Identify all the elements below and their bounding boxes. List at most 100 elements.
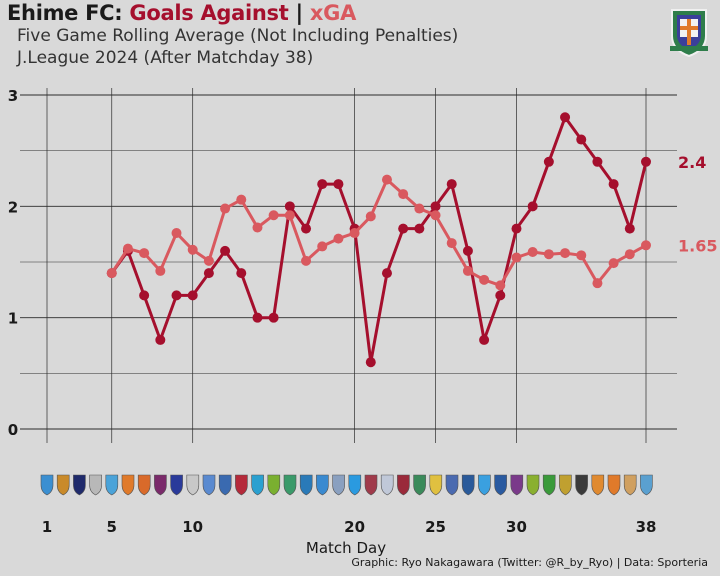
xga-point: [495, 280, 506, 291]
opponent-logo-icon: [316, 474, 329, 496]
chart-credit: Graphic: Ryo Nakagawara (Twitter: @R_by_…: [351, 556, 708, 569]
goals-against-point: [381, 268, 392, 279]
xga-point: [268, 210, 279, 221]
goals-against-point: [543, 156, 554, 167]
xga-point: [122, 243, 133, 254]
opponent-logo-icon: [623, 474, 637, 496]
goals-against-point: [203, 268, 214, 279]
goals-against-point: [284, 201, 295, 212]
goals-against-point: [317, 179, 328, 190]
goals-against-point: [479, 334, 490, 345]
xga-line: [110, 178, 647, 287]
y-tick-label: 2: [8, 198, 18, 216]
y-tick-label: 1: [8, 310, 18, 328]
goals-against-point: [592, 156, 603, 167]
xga-point: [171, 228, 182, 239]
opponent-logo-icon: [202, 474, 216, 496]
opponent-logo-icon: [40, 474, 54, 496]
xga-point: [576, 250, 587, 261]
goals-against-point: [446, 179, 457, 190]
xga-point: [592, 278, 603, 289]
opponent-logo-icon: [542, 474, 556, 496]
opponent-logo-icon: [445, 474, 459, 496]
title-team: Ehime FC:: [7, 1, 123, 25]
xga-point: [608, 258, 619, 269]
goals-against-end-label: 2.4: [678, 153, 706, 172]
goals-against-point: [187, 290, 198, 301]
x-tick-label: 1: [42, 518, 52, 536]
goals-against-point: [462, 245, 473, 256]
opponent-logo-icon: [73, 474, 86, 496]
opponent-logo-icon: [494, 474, 507, 496]
xga-point: [155, 265, 166, 276]
goals-against-point: [641, 156, 651, 167]
opponent-logo-icon: [235, 474, 248, 496]
goals-against-point: [511, 223, 522, 234]
xga-point: [398, 189, 409, 200]
xga-point: [203, 255, 214, 266]
y-tick-label: 3: [8, 87, 18, 105]
x-tick-label: 5: [107, 518, 117, 536]
opponent-logo-icon: [121, 474, 135, 496]
x-tick-label: 38: [636, 518, 657, 536]
x-tick-label: 10: [182, 518, 203, 536]
opponent-logo-icon: [591, 474, 605, 496]
opponent-logo-icon: [218, 474, 232, 496]
goals-against-point: [333, 179, 344, 190]
goals-against-point: [398, 223, 409, 234]
x-tick-label: 30: [506, 518, 527, 536]
goals-against-point: [365, 357, 376, 368]
opponent-logo-icon: [526, 474, 540, 496]
opponent-logo-icon: [607, 474, 621, 496]
goals-against-point: [268, 312, 279, 323]
xga-point: [560, 248, 571, 259]
opponent-logo-icon: [461, 474, 475, 496]
goals-against-point: [252, 312, 263, 323]
opponent-logo-icon: [89, 474, 102, 496]
xga-point: [381, 174, 392, 185]
xga-point: [317, 241, 328, 252]
opponent-logo-icon: [348, 474, 362, 496]
opponent-logo-icon: [154, 474, 167, 496]
xga-point: [479, 274, 490, 285]
xga-point: [187, 244, 198, 255]
xga-point: [624, 249, 635, 260]
title-goals-against: Goals Against: [129, 1, 289, 25]
opponent-logo-icon: [559, 474, 572, 496]
xga-point: [430, 210, 441, 221]
goals-against-point: [155, 334, 166, 345]
opponent-logo-icon: [510, 474, 524, 496]
opponent-logo-icon: [397, 474, 410, 496]
goals-against-point: [220, 245, 231, 256]
opponent-logo-icon: [640, 474, 653, 496]
goals-against-point: [495, 290, 506, 301]
goals-against-point: [414, 223, 425, 234]
goals-against-point: [624, 223, 635, 234]
title-xga: xGA: [309, 1, 357, 25]
xga-point: [284, 210, 295, 221]
xga-point: [301, 255, 312, 266]
x-tick-label: 25: [425, 518, 446, 536]
xga-end-label: 1.65: [678, 236, 717, 255]
club-crest-icon: [670, 9, 708, 58]
goals-against-point: [301, 223, 312, 234]
chart-subtitle: Five Game Rolling Average (Not Including…: [17, 26, 459, 46]
x-tick-label: 20: [344, 518, 365, 536]
xga-point: [349, 228, 360, 239]
opponent-logo-icon: [478, 474, 491, 496]
opponent-logo-icon: [429, 474, 443, 496]
chart-title: Ehime FC: Goals Against | xGA: [7, 1, 356, 25]
opponent-logo-icon: [267, 474, 281, 496]
xga-point: [462, 265, 473, 276]
goals-against-point: [608, 179, 619, 190]
xga-point: [220, 203, 231, 214]
xga-point: [252, 222, 263, 233]
opponent-logo-icon: [105, 474, 119, 496]
goals-against-point: [236, 268, 247, 279]
goals-against-line: [110, 115, 648, 364]
opponent-logo-icon: [413, 474, 426, 496]
xga-point: [511, 252, 522, 263]
title-separator: |: [295, 1, 304, 25]
xga-point: [446, 238, 457, 249]
